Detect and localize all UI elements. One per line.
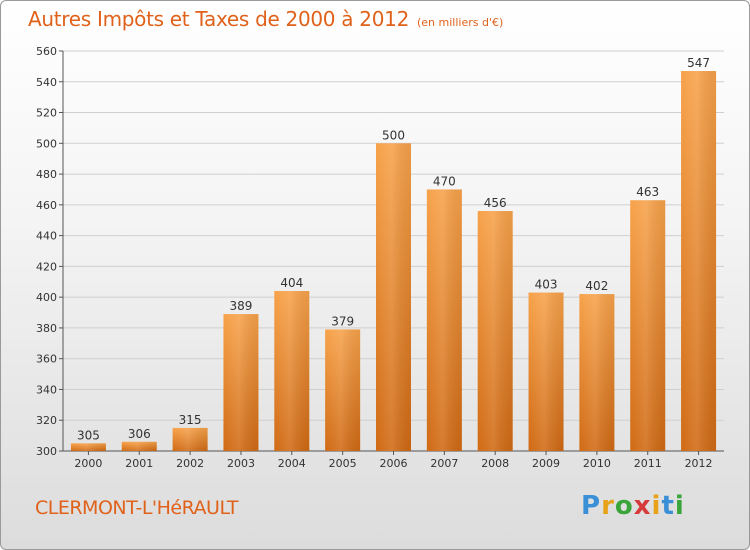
data-label: 305 <box>77 428 100 442</box>
logo-letter: P <box>581 491 602 521</box>
logo-letter: o <box>614 491 634 521</box>
data-label: 402 <box>585 279 608 293</box>
bar-shade <box>325 329 361 451</box>
commune-name: CLERMONT-L'HéRAULT <box>35 497 239 519</box>
x-tick-label: 2001 <box>125 457 153 470</box>
x-tick-label: 2000 <box>74 457 102 470</box>
x-tick-label: 2010 <box>583 457 611 470</box>
title-main: Autres Impôts et Taxes de 2000 à 2012 <box>28 7 409 31</box>
bar-shade <box>579 294 615 451</box>
y-tick-label: 520 <box>36 107 57 120</box>
bar-shade <box>630 200 666 451</box>
data-label: 547 <box>687 56 710 70</box>
data-label: 315 <box>179 413 202 427</box>
bar-shade <box>426 189 462 451</box>
y-tick-label: 420 <box>36 260 57 273</box>
y-tick-label: 480 <box>36 168 57 181</box>
data-label: 404 <box>280 276 303 290</box>
bar-shade <box>477 211 513 451</box>
bar-shade <box>70 443 106 451</box>
bars <box>70 71 717 452</box>
logo-letter: i <box>674 491 685 521</box>
x-tick-label: 2005 <box>329 457 357 470</box>
y-tick-label: 540 <box>36 76 57 89</box>
x-tick-label: 2003 <box>227 457 255 470</box>
y-tick-label: 460 <box>36 199 57 212</box>
data-label: 500 <box>382 128 405 142</box>
logo-letter: r <box>601 491 615 521</box>
bar-shade <box>121 441 157 451</box>
logo-letter: i <box>651 491 662 521</box>
x-tick-label: 2008 <box>481 457 509 470</box>
bar-shade <box>528 292 564 451</box>
bar-shade <box>172 427 208 451</box>
y-tick-label: 320 <box>36 414 57 427</box>
y-tick-label: 380 <box>36 322 57 335</box>
y-tick-label: 400 <box>36 291 57 304</box>
axes: 300 320 340 360 380 400 420 440 460 480 500 520 540 5… <box>36 45 724 470</box>
data-label: 379 <box>331 314 354 328</box>
y-tick-label: 300 <box>36 445 57 458</box>
data-label: 456 <box>484 196 507 210</box>
bar-shade <box>681 71 717 451</box>
bar-shade <box>223 314 259 451</box>
data-label: 470 <box>433 174 456 188</box>
x-tick-label: 2012 <box>685 457 713 470</box>
y-tick-label: 340 <box>36 383 57 396</box>
y-tick-label: 360 <box>36 353 57 366</box>
data-label: 463 <box>636 185 659 199</box>
y-tick-label: 500 <box>36 137 57 150</box>
data-label: 403 <box>535 278 558 292</box>
data-labels: 305 306 315 389 404 379 500 470 456 403 402 463 547 <box>77 56 710 442</box>
title-unit: (en milliers d'€) <box>417 16 504 29</box>
data-label: 389 <box>230 299 253 313</box>
x-tick-label: 2002 <box>176 457 204 470</box>
data-label: 306 <box>128 427 151 441</box>
logo-letter: x <box>633 491 652 521</box>
chart-title: Autres Impôts et Taxes de 2000 à 2012 (en… <box>28 7 503 31</box>
logo-letter: t <box>661 491 675 521</box>
x-tick-label: 2006 <box>380 457 408 470</box>
proxiti-logo[interactable]: Proxiti <box>581 491 685 521</box>
x-tick-label: 2007 <box>430 457 458 470</box>
y-tick-label: 560 <box>36 45 57 58</box>
bar-shade <box>274 291 310 451</box>
bar-shade <box>376 143 411 452</box>
y-tick-label: 440 <box>36 230 57 243</box>
x-tick-label: 2004 <box>278 457 306 470</box>
x-tick-label: 2009 <box>532 457 560 470</box>
x-tick-label: 2011 <box>634 457 662 470</box>
